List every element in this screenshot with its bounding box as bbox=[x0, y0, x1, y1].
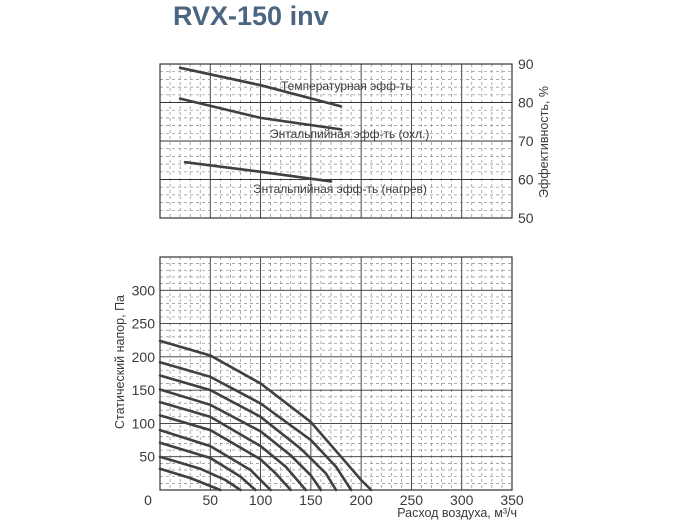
efficiency-tick-label: 80 bbox=[518, 95, 534, 111]
efficiency-tick-label: 90 bbox=[518, 56, 534, 72]
flow-tick-labels: 0 50 100 150 200 250 300 350 bbox=[144, 492, 524, 508]
chart-title: RVX-150 inv bbox=[173, 1, 329, 31]
x-tick-label: 150 bbox=[299, 492, 323, 508]
y-tick-label: 150 bbox=[132, 382, 156, 398]
flow-axis-label: Расход воздуха, м³/ч bbox=[397, 506, 517, 520]
pressure-curve bbox=[158, 467, 222, 492]
efficiency-curve-label: Энтальпийная эфф-ть (нагрев) bbox=[253, 182, 427, 196]
y-tick-label: 50 bbox=[139, 449, 155, 465]
pressure-tick-labels: 50 100 150 200 250 300 bbox=[132, 282, 156, 464]
pressure-frame bbox=[159, 256, 513, 491]
pressure-curve bbox=[158, 414, 292, 492]
y-tick-label: 250 bbox=[132, 316, 156, 332]
pressure-curve bbox=[158, 428, 272, 492]
pressure-curve bbox=[158, 360, 353, 492]
efficiency-curve bbox=[178, 66, 343, 108]
pressure-curve bbox=[158, 400, 308, 492]
x-tick-label: 0 bbox=[144, 492, 152, 508]
y-tick-label: 200 bbox=[132, 349, 156, 365]
x-tick-label: 250 bbox=[400, 492, 424, 508]
efficiency-tick-label: 70 bbox=[518, 133, 534, 149]
y-tick-label: 100 bbox=[132, 415, 156, 431]
pressure-axis-label: Статический напор, Па bbox=[113, 295, 127, 429]
pressure-panel: 0 50 100 150 200 250 300 350 50100150200250300 … bbox=[113, 256, 524, 520]
pressure-curve bbox=[158, 441, 257, 492]
x-tick-label: 100 bbox=[249, 492, 273, 508]
x-tick-label: 350 bbox=[500, 492, 524, 508]
pressure-curve bbox=[158, 388, 323, 492]
efficiency-axis-label: Эффективность, % bbox=[537, 86, 551, 198]
pressure-curve bbox=[158, 455, 242, 492]
pressure-grid bbox=[160, 257, 512, 490]
y-tick-label: 300 bbox=[132, 282, 156, 298]
x-tick-label: 300 bbox=[450, 492, 474, 508]
x-tick-label: 200 bbox=[349, 492, 373, 508]
efficiency-tick-labels: 50 60 70 80 90 bbox=[518, 56, 534, 226]
pressure-curve bbox=[158, 374, 338, 492]
x-tick-label: 50 bbox=[202, 492, 218, 508]
efficiency-curve bbox=[178, 97, 343, 131]
efficiency-grid bbox=[160, 64, 512, 218]
efficiency-curve-label: Энтальпийная эфф-ть (охл.) bbox=[270, 127, 429, 141]
efficiency-tick-label: 60 bbox=[518, 172, 534, 188]
pressure-curves bbox=[158, 339, 373, 492]
efficiency-tick-label: 50 bbox=[518, 210, 534, 226]
efficiency-curves: Температурная эфф-ть Энтальпийная эфф-ть … bbox=[178, 66, 429, 196]
efficiency-curve-label: Температурная эфф-ть bbox=[281, 79, 412, 93]
efficiency-frame bbox=[159, 63, 513, 219]
pressure-curve bbox=[158, 339, 373, 492]
efficiency-panel: Температурная эфф-ть Энтальпийная эфф-ть … bbox=[159, 56, 551, 226]
efficiency-curve bbox=[183, 160, 333, 183]
